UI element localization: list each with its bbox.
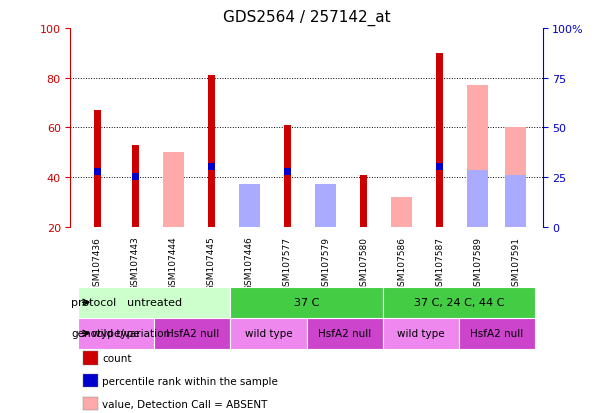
Bar [467,86,489,227]
Bar [239,200,260,227]
Bar [230,287,383,318]
Text: GSM107589: GSM107589 [473,236,482,291]
Bar [383,318,459,349]
Bar [78,318,154,349]
Bar [467,170,489,227]
Bar [306,318,383,349]
Text: genotype/variation: genotype/variation [71,328,170,339]
Bar [208,164,215,170]
Text: GSM107445: GSM107445 [207,236,216,291]
Text: 37 C, 24 C, 44 C: 37 C, 24 C, 44 C [414,297,504,308]
Text: wild type: wild type [93,328,140,339]
Title: GDS2564 / 257142_at: GDS2564 / 257142_at [223,10,390,26]
Bar [315,185,336,227]
Text: GSM107577: GSM107577 [283,236,292,291]
Bar [239,185,260,227]
Bar [315,188,336,227]
Bar [436,164,443,170]
Text: wild type: wild type [245,328,292,339]
Text: GSM107436: GSM107436 [93,236,102,291]
Bar [360,175,367,227]
Text: percentile rank within the sample: percentile rank within the sample [102,376,278,386]
Bar [94,169,101,175]
Text: protocol: protocol [71,297,116,308]
Text: count: count [102,354,132,363]
Text: untreated: untreated [127,297,182,308]
Bar [163,153,184,227]
Bar [94,111,101,227]
Text: GSM107587: GSM107587 [435,236,444,291]
Bar [505,128,527,227]
Text: GSM107446: GSM107446 [245,236,254,291]
Bar [284,126,291,227]
Text: HsfA2 null: HsfA2 null [318,328,371,339]
Text: GSM107444: GSM107444 [169,236,178,291]
Bar [284,169,291,175]
Bar [383,287,535,318]
Text: HsfA2 null: HsfA2 null [470,328,524,339]
Text: GSM107586: GSM107586 [397,236,406,291]
Bar [505,175,527,227]
Text: wild type: wild type [397,328,444,339]
Bar [391,197,412,227]
Text: GSM107591: GSM107591 [511,236,520,291]
Bar [154,318,230,349]
Bar [132,145,139,227]
Bar [230,318,306,349]
Bar [78,287,230,318]
Text: GSM107579: GSM107579 [321,236,330,291]
Text: GSM107580: GSM107580 [359,236,368,291]
Text: GSM107443: GSM107443 [131,236,140,291]
Text: value, Detection Call = ABSENT: value, Detection Call = ABSENT [102,399,268,409]
Bar [132,174,139,180]
Text: HsfA2 null: HsfA2 null [166,328,219,339]
Bar [436,54,443,227]
Bar [208,76,215,227]
Bar [459,318,535,349]
Text: 37 C: 37 C [294,297,319,308]
